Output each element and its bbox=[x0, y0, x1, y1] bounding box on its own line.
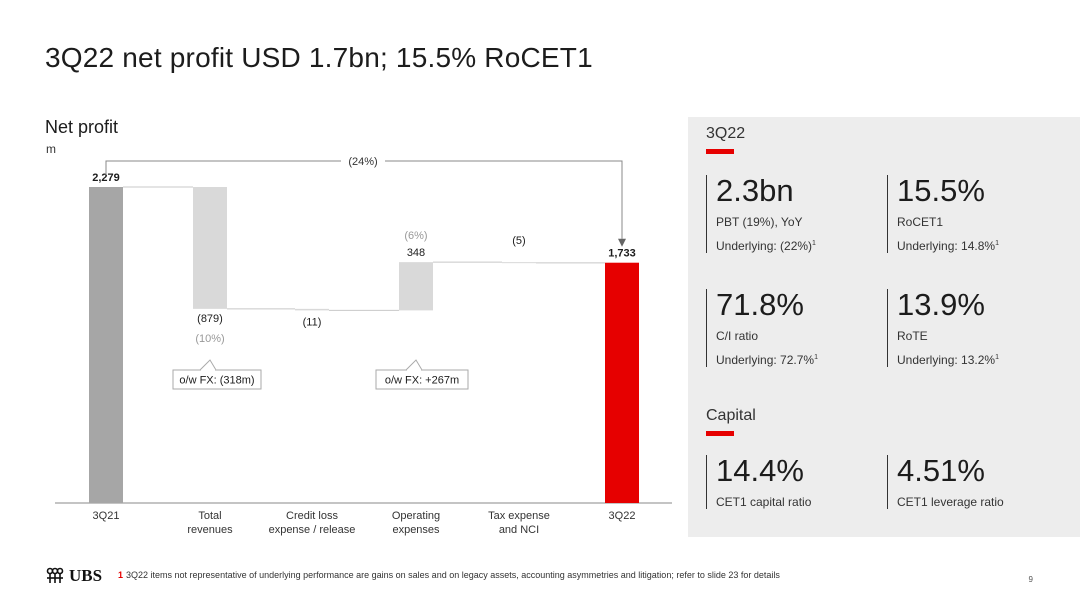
slide-title: 3Q22 net profit USD 1.7bn; 15.5% RoCET1 bbox=[45, 42, 593, 73]
category-label-2: expense / release bbox=[269, 524, 356, 536]
kpi-label: C/I ratio bbox=[716, 329, 759, 343]
value-label-4: (5) bbox=[512, 235, 525, 247]
kpi-cet1-leverage: 4.51% CET1 leverage ratio bbox=[887, 455, 1004, 509]
kpi-value: 2.3bn bbox=[716, 173, 794, 208]
section-title-capital: Capital bbox=[706, 407, 756, 424]
kpi-pbt: 2.3bn PBT (19%), YoY Underlying: (22%)1 bbox=[706, 175, 816, 253]
section-title-3q22: 3Q22 bbox=[706, 125, 746, 142]
kpi-cet1-capital: 14.4% CET1 capital ratio bbox=[706, 455, 811, 509]
bar-3 bbox=[399, 262, 433, 311]
category-label-1: Total bbox=[198, 510, 221, 522]
chart-unit: m bbox=[46, 142, 56, 156]
kpi-underlying: Underlying: (22%)1 bbox=[716, 239, 816, 253]
kpi-underlying: Underlying: 13.2%1 bbox=[897, 353, 999, 367]
kpi-label: CET1 leverage ratio bbox=[897, 495, 1004, 509]
change-label: (24%) bbox=[348, 156, 377, 168]
value-label-1: (879) bbox=[197, 313, 223, 325]
category-label-3: Operating bbox=[392, 510, 440, 522]
callout-text-0: o/w FX: (318m) bbox=[179, 375, 254, 387]
kpi-label: RoTE bbox=[897, 329, 928, 343]
kpi-value: 15.5% bbox=[897, 173, 985, 208]
kpi-panel: 3Q22 2.3bn PBT (19%), YoY Underlying: (2… bbox=[688, 117, 1080, 537]
pct-label-3: (6%) bbox=[404, 230, 427, 242]
callout-box-0 bbox=[172, 369, 262, 390]
bar-2 bbox=[295, 308, 329, 311]
bar-0 bbox=[89, 187, 123, 503]
pct-label-1: (10%) bbox=[195, 333, 224, 345]
kpi-value: 71.8% bbox=[716, 287, 804, 322]
category-label-2: Credit loss bbox=[286, 510, 338, 522]
change-arrowhead bbox=[618, 238, 626, 247]
ubs-logo: UBS bbox=[45, 566, 102, 586]
kpi-underlying: Underlying: 14.8%1 bbox=[897, 239, 999, 253]
category-label-3: expenses bbox=[392, 524, 440, 536]
waterfall-chart: 2,279 (879) (10%) (11) 348 (6%) (5) 1,733 3Q21 To… bbox=[55, 153, 672, 536]
bar-5 bbox=[605, 262, 639, 503]
kpi-label: CET1 capital ratio bbox=[716, 495, 812, 509]
value-label-0: 2,279 bbox=[92, 172, 120, 184]
accent-bar bbox=[706, 149, 734, 154]
kpi-ci-ratio: 71.8% C/I ratio Underlying: 72.7%1 bbox=[706, 289, 818, 367]
kpi-label: RoCET1 bbox=[897, 215, 944, 229]
category-label-1: revenues bbox=[187, 524, 233, 536]
value-label-5: 1,733 bbox=[608, 248, 636, 260]
accent-bar bbox=[706, 431, 734, 436]
page-number: 9 bbox=[1028, 575, 1033, 584]
category-label-0: 3Q21 bbox=[93, 510, 120, 522]
kpi-value: 4.51% bbox=[897, 453, 985, 488]
logo-text: UBS bbox=[69, 566, 103, 585]
value-label-2: (11) bbox=[303, 316, 322, 328]
footnote: 1 3Q22 items not representative of underl… bbox=[118, 570, 780, 580]
value-label-3: 348 bbox=[407, 247, 425, 259]
callout-pointer-1 bbox=[405, 359, 423, 371]
kpi-underlying: Underlying: 72.7%1 bbox=[716, 353, 818, 367]
callout-pointer-0 bbox=[199, 359, 217, 371]
category-label-4: and NCI bbox=[499, 524, 539, 536]
chart-title: Net profit bbox=[45, 117, 119, 137]
category-label-4: Tax expense bbox=[488, 510, 550, 522]
kpi-value: 14.4% bbox=[716, 453, 804, 488]
bar-4 bbox=[502, 262, 536, 264]
change-bracket bbox=[105, 160, 623, 239]
kpi-rote: 13.9% RoTE Underlying: 13.2%1 bbox=[887, 289, 999, 367]
bar-1 bbox=[193, 187, 227, 309]
category-label-5: 3Q22 bbox=[609, 510, 636, 522]
keys-icon bbox=[46, 567, 64, 583]
callout-text-1: o/w FX: +267m bbox=[385, 375, 459, 387]
kpi-label: PBT (19%), YoY bbox=[716, 215, 803, 229]
kpi-value: 13.9% bbox=[897, 287, 985, 322]
kpi-rocet1: 15.5% RoCET1 Underlying: 14.8%1 bbox=[887, 175, 999, 253]
change-label-bg bbox=[341, 153, 385, 169]
